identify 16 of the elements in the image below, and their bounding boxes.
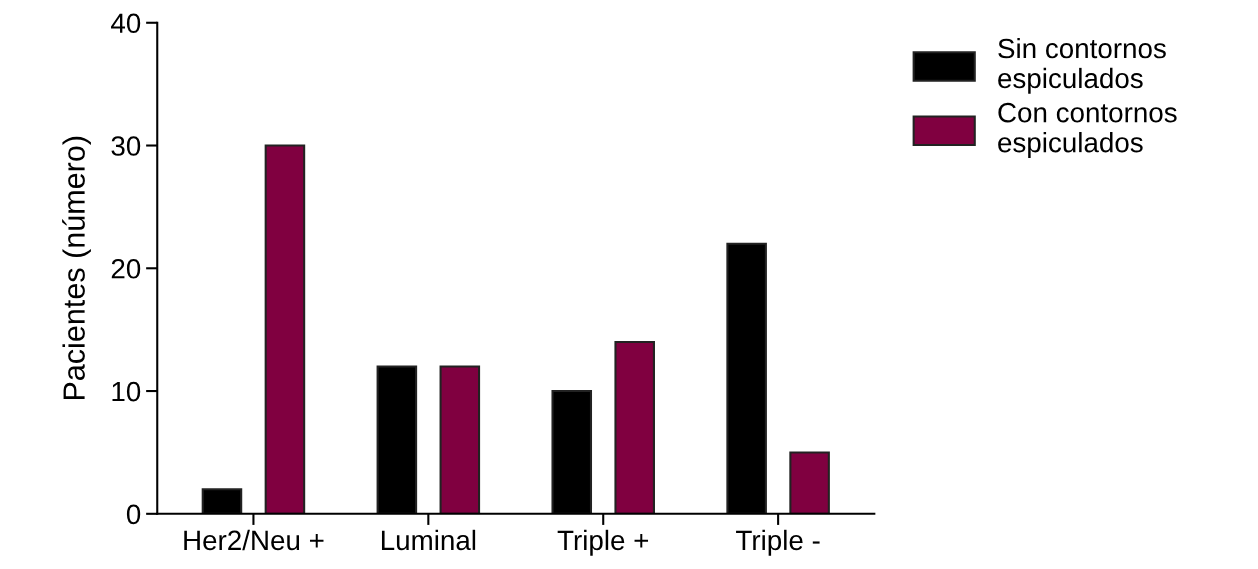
x-tick-label: Triple + [557, 529, 649, 556]
x-tick-label: Triple - [736, 529, 820, 556]
bar [789, 451, 830, 514]
legend-label: Sin contornos espiculados [998, 37, 1166, 94]
bar [439, 365, 481, 514]
y-tick-label: 10 [112, 381, 141, 402]
y-tick-label: 20 [111, 258, 141, 279]
bar [264, 144, 306, 514]
x-tick-label: Luminal [381, 529, 476, 551]
y-tick-label: 0 [126, 504, 141, 525]
y-axis-title: Pacientes (número) [62, 136, 91, 400]
legend-label: Con contornos espiculados [998, 102, 1177, 158]
y-tick-label: 40 [111, 13, 141, 34]
bar [614, 340, 655, 514]
y-tick-label: 30 [111, 136, 141, 156]
x-tick-label: Her2/Neu + [184, 529, 324, 551]
